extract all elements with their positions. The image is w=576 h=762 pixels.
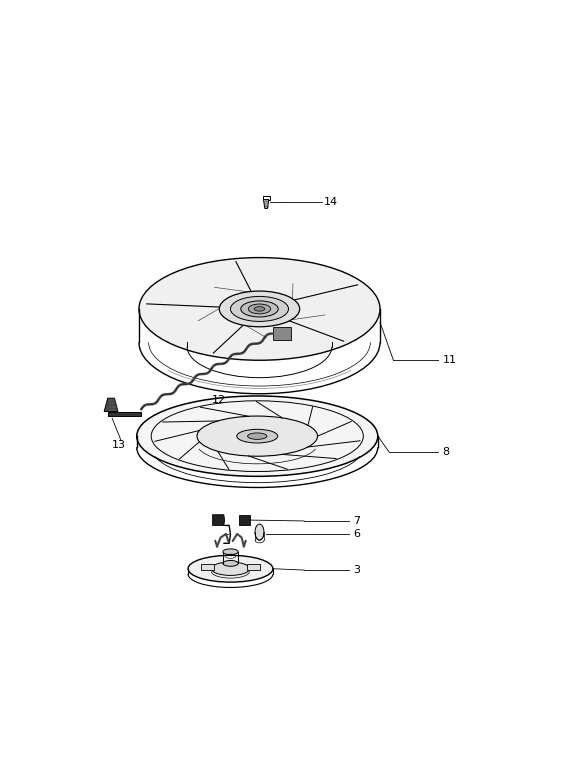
Text: 13: 13 [112, 440, 126, 450]
Ellipse shape [137, 396, 378, 476]
Ellipse shape [248, 304, 271, 314]
Polygon shape [263, 200, 269, 209]
Polygon shape [108, 411, 141, 416]
Text: 14: 14 [324, 197, 338, 207]
Ellipse shape [211, 562, 249, 575]
Text: 7: 7 [353, 516, 361, 526]
Ellipse shape [248, 433, 267, 440]
Ellipse shape [237, 429, 278, 443]
Ellipse shape [223, 561, 238, 566]
Text: 12: 12 [212, 395, 226, 405]
Polygon shape [263, 196, 270, 200]
Ellipse shape [139, 258, 380, 360]
Ellipse shape [219, 291, 300, 327]
Ellipse shape [254, 306, 265, 311]
Text: 11: 11 [442, 355, 457, 365]
Ellipse shape [197, 416, 317, 456]
Polygon shape [273, 327, 291, 340]
Polygon shape [240, 514, 249, 526]
Polygon shape [104, 399, 118, 411]
Ellipse shape [241, 301, 278, 317]
Text: 8: 8 [442, 447, 450, 456]
Polygon shape [200, 565, 214, 570]
Ellipse shape [255, 524, 264, 540]
Ellipse shape [230, 296, 289, 322]
Ellipse shape [188, 555, 273, 582]
Ellipse shape [223, 549, 238, 555]
Text: 6: 6 [353, 530, 360, 539]
Polygon shape [247, 565, 260, 570]
Text: 3: 3 [353, 565, 360, 575]
Polygon shape [213, 514, 225, 526]
